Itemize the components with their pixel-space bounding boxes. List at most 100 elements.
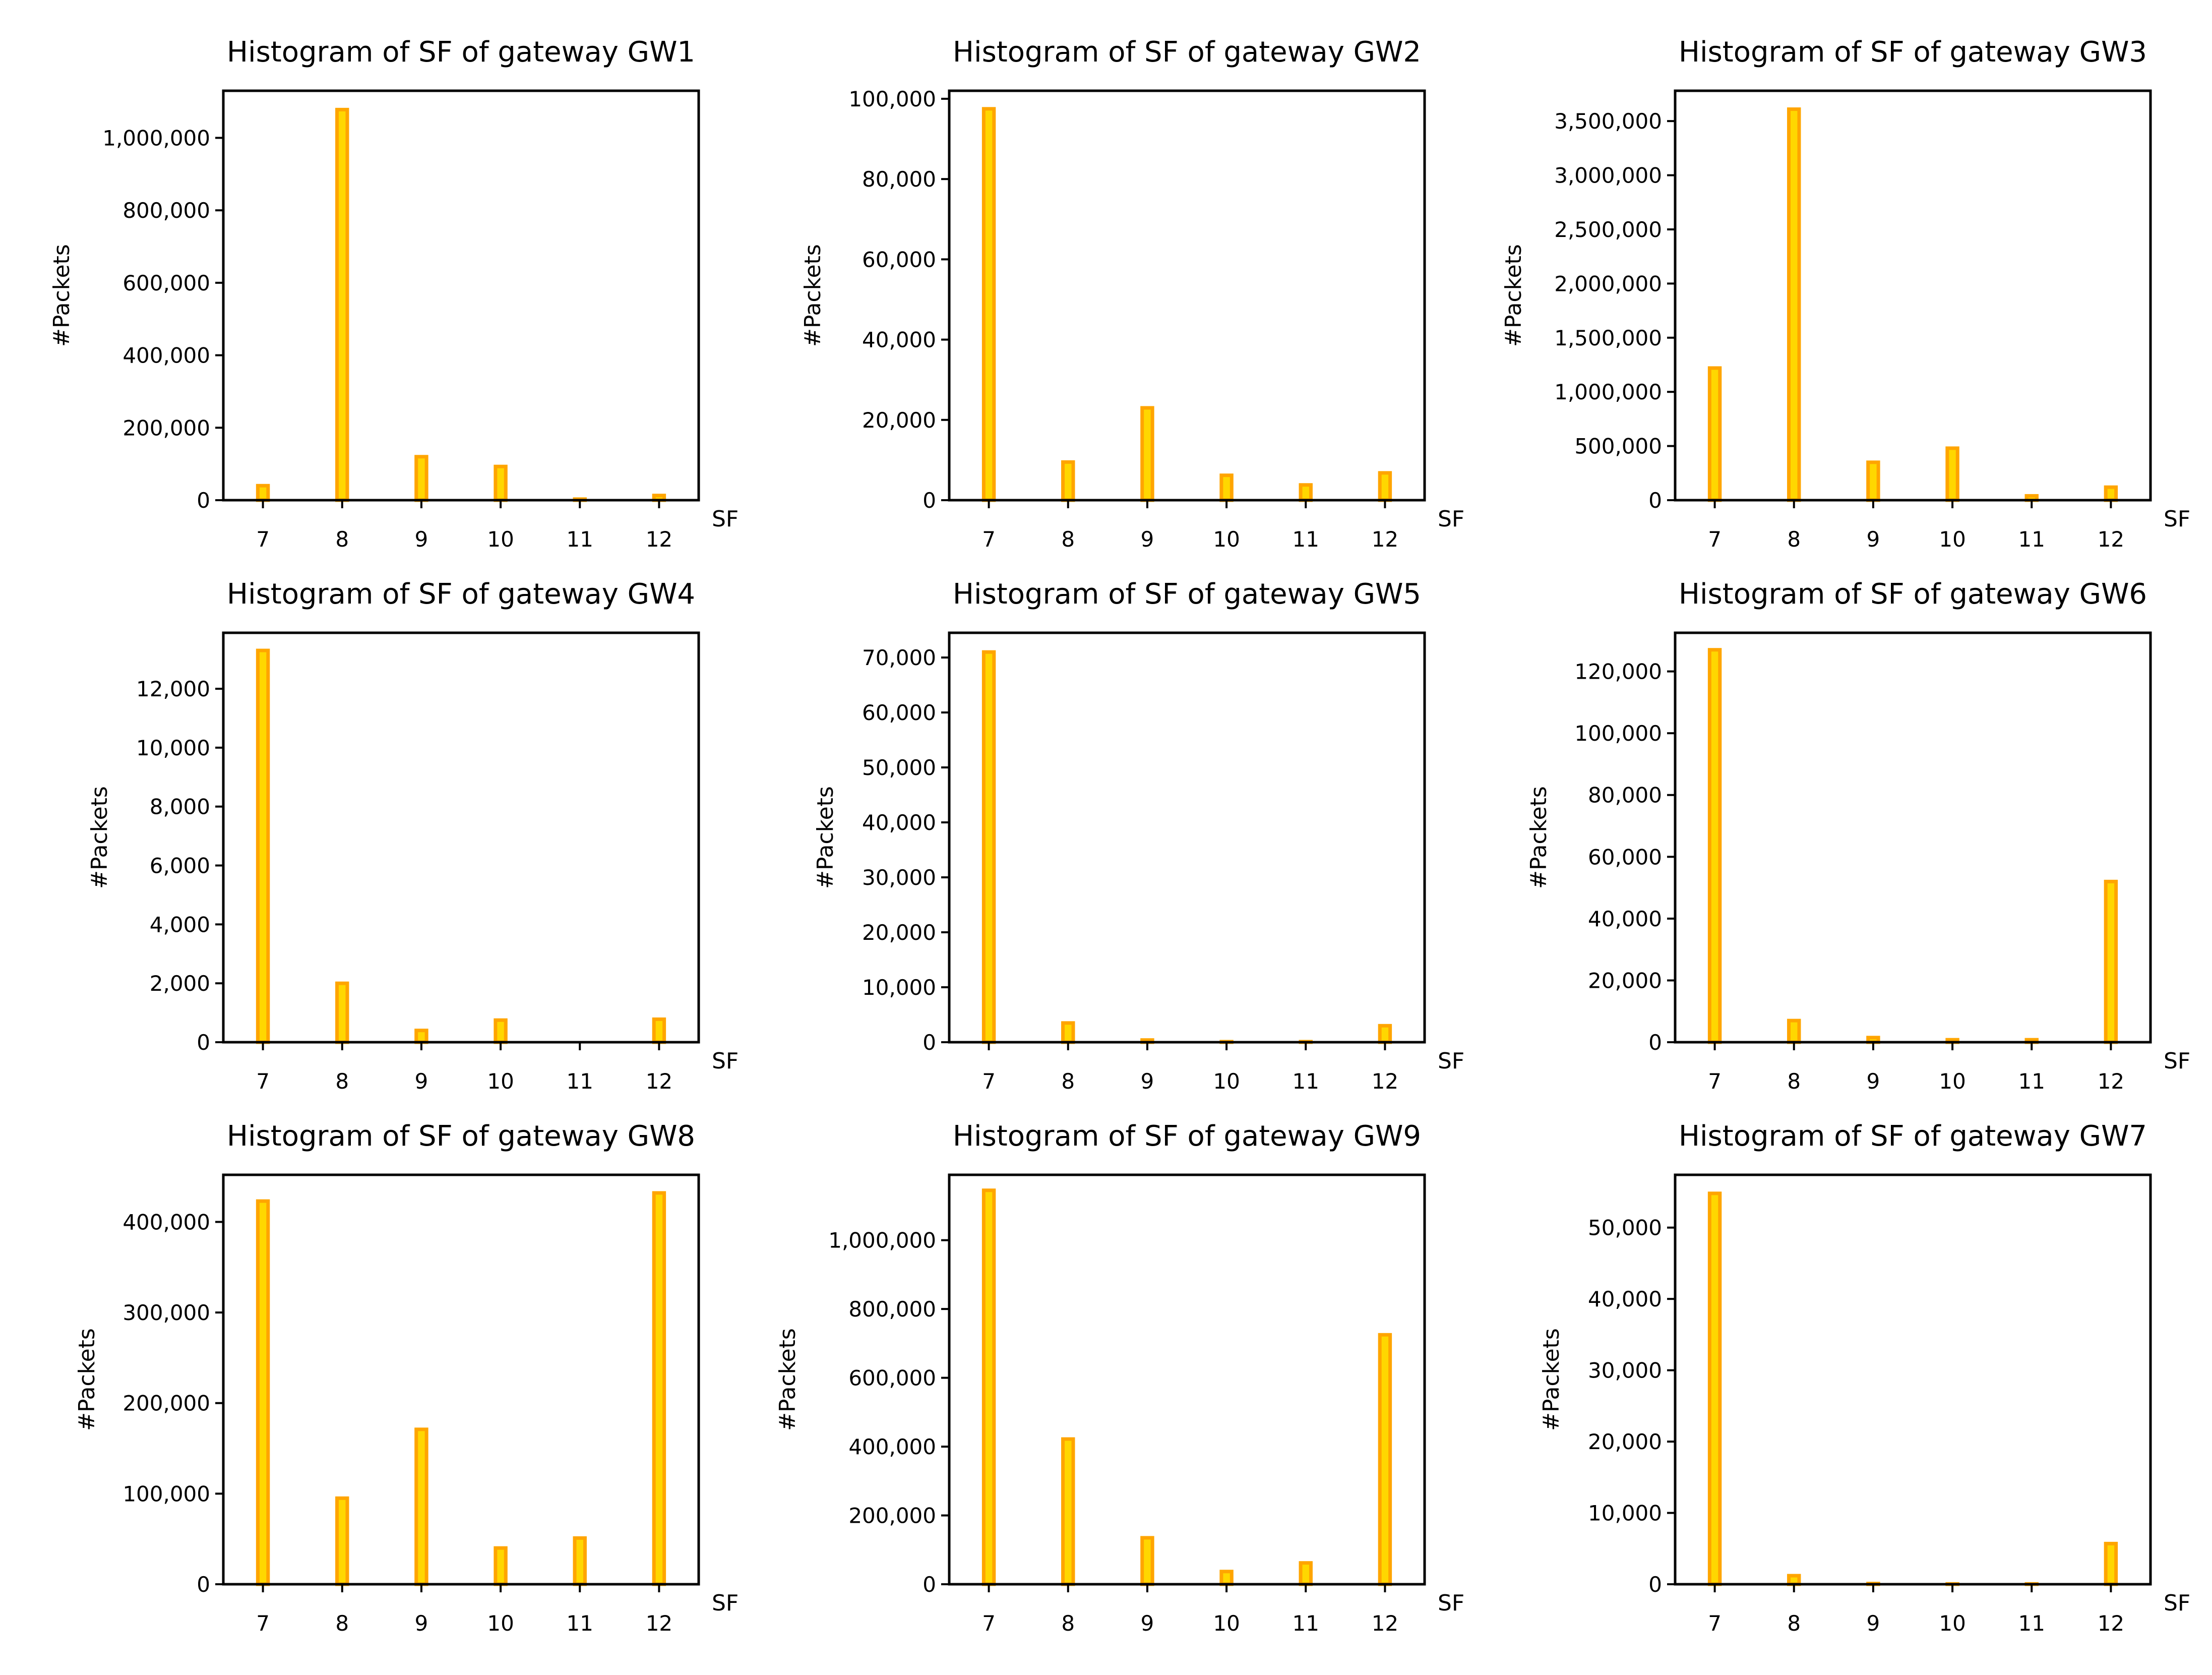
x-tick-label: 8 (335, 1069, 349, 1094)
plot-frame (222, 89, 700, 502)
plot-frame (948, 1173, 1426, 1586)
y-tick-label: 600,000 (122, 271, 210, 295)
chart-4: Histogram of SF of gateway GW4 0 2,000 4,00… (87, 578, 739, 1094)
x-tick-label: 12 (2098, 1069, 2124, 1094)
y-tick-label: 100,000 (1574, 721, 1662, 746)
bar-sf-7 (1707, 648, 1722, 1044)
bar-sf-8 (335, 981, 349, 1044)
bar-sf-11 (1299, 1561, 1313, 1586)
plot-frame (222, 631, 700, 1044)
y-tick-label: 1,500,000 (1554, 326, 1662, 350)
x-tick-label: 12 (646, 1611, 672, 1636)
plot-frame (1674, 631, 2152, 1044)
bar-sf-11 (573, 1536, 587, 1586)
x-tick-label: 12 (2098, 527, 2124, 552)
y-tick-label: 120,000 (1574, 660, 1662, 684)
chart-8: Histogram of SF of gateway GW9 0 200,000 40… (775, 1120, 1464, 1636)
chart-6: Histogram of SF of gateway GW6 0 20,000 40,… (1526, 578, 2190, 1094)
bar-sf-9 (1140, 406, 1154, 502)
x-tick-label: 9 (1867, 527, 1880, 552)
y-tick-label: 20,000 (862, 408, 936, 433)
bar-sf-8 (1787, 1574, 1801, 1586)
x-tick-label: 7 (982, 1611, 996, 1636)
bar-sf-8 (335, 1496, 349, 1586)
x-tick-label: 9 (415, 1611, 428, 1636)
bar-sf-10 (1219, 1570, 1234, 1586)
y-tick-label: 1,000,000 (102, 126, 210, 150)
y-tick-label: 10,000 (1588, 1501, 1662, 1526)
x-axis-label: SF (712, 506, 739, 532)
y-tick-label: 0 (1648, 488, 1662, 513)
x-tick-label: 8 (1787, 1069, 1801, 1094)
y-tick-label: 1,000,000 (828, 1228, 936, 1253)
x-tick-label: 7 (256, 1069, 270, 1094)
bar-sf-10 (1219, 473, 1234, 502)
x-tick-label: 10 (1213, 527, 1240, 552)
y-tick-label: 2,000 (150, 971, 210, 996)
y-tick-label: 1,000,000 (1554, 380, 1662, 404)
x-tick-label: 10 (487, 527, 514, 552)
y-tick-label: 50,000 (1588, 1216, 1662, 1240)
y-tick-label: 0 (197, 1572, 210, 1597)
y-tick-label: 300,000 (122, 1300, 210, 1325)
y-tick-label: 0 (923, 1572, 936, 1597)
chart-2: Histogram of SF of gateway GW2 0 20,000 40,… (800, 36, 1464, 552)
x-tick-label: 12 (1372, 1069, 1398, 1094)
chart-title: Histogram of SF of gateway GW4 (227, 578, 695, 611)
y-tick-label: 0 (1648, 1572, 1662, 1597)
y-tick-label: 40,000 (1588, 907, 1662, 931)
bar-sf-12 (2104, 879, 2118, 1044)
y-tick-label: 80,000 (862, 167, 936, 192)
x-axis-label: SF (1438, 506, 1464, 532)
y-tick-label: 80,000 (1588, 783, 1662, 808)
plot-frame (948, 89, 1426, 502)
y-tick-label: 40,000 (862, 328, 936, 352)
x-tick-label: 9 (1867, 1611, 1880, 1636)
chart-title: Histogram of SF of gateway GW8 (227, 1120, 695, 1153)
chart-9: Histogram of SF of gateway GW7 0 10,000 20,… (1539, 1120, 2190, 1636)
y-tick-label: 40,000 (1588, 1287, 1662, 1311)
x-tick-label: 8 (335, 527, 349, 552)
x-tick-label: 8 (1787, 527, 1801, 552)
bar-sf-8 (1061, 1021, 1075, 1044)
x-axis-label: SF (2164, 1048, 2190, 1074)
y-tick-label: 500,000 (1574, 434, 1662, 459)
x-tick-label: 7 (256, 1611, 270, 1636)
x-tick-label: 10 (1213, 1611, 1240, 1636)
x-axis-label: SF (2164, 1590, 2190, 1616)
x-tick-label: 12 (1372, 1611, 1398, 1636)
plot-frame (1674, 89, 2152, 502)
y-tick-label: 40,000 (862, 810, 936, 835)
bar-sf-10 (494, 464, 508, 502)
x-tick-label: 8 (1787, 1611, 1801, 1636)
y-tick-label: 0 (923, 488, 936, 513)
y-tick-label: 0 (197, 1030, 210, 1055)
chart-title: Histogram of SF of gateway GW1 (227, 36, 695, 69)
y-tick-label: 800,000 (848, 1297, 936, 1322)
chart-title: Histogram of SF of gateway GW3 (1679, 36, 2147, 69)
y-tick-label: 50,000 (862, 755, 936, 780)
x-tick-label: 12 (1372, 527, 1398, 552)
x-tick-label: 7 (1708, 527, 1722, 552)
bar-sf-7 (981, 650, 996, 1044)
plot-frame (1674, 1173, 2152, 1586)
x-tick-label: 9 (415, 527, 428, 552)
y-tick-label: 20,000 (1588, 1429, 1662, 1454)
y-tick-label: 3,500,000 (1554, 109, 1662, 134)
y-axis-label: #Packets (775, 1328, 801, 1431)
bar-sf-8 (1061, 1437, 1075, 1586)
bar-sf-8 (1061, 460, 1075, 502)
x-tick-label: 9 (1867, 1069, 1880, 1094)
y-tick-label: 2,500,000 (1554, 217, 1662, 242)
y-tick-label: 400,000 (848, 1434, 936, 1459)
y-tick-label: 0 (1648, 1030, 1662, 1055)
x-axis-label: SF (712, 1590, 739, 1616)
y-tick-label: 12,000 (136, 677, 210, 701)
y-tick-label: 20,000 (1588, 968, 1662, 993)
y-tick-label: 60,000 (862, 247, 936, 272)
x-tick-label: 9 (1141, 1069, 1154, 1094)
x-tick-label: 12 (646, 1069, 672, 1094)
chart-title: Histogram of SF of gateway GW7 (1679, 1120, 2147, 1153)
x-tick-label: 11 (567, 527, 593, 552)
